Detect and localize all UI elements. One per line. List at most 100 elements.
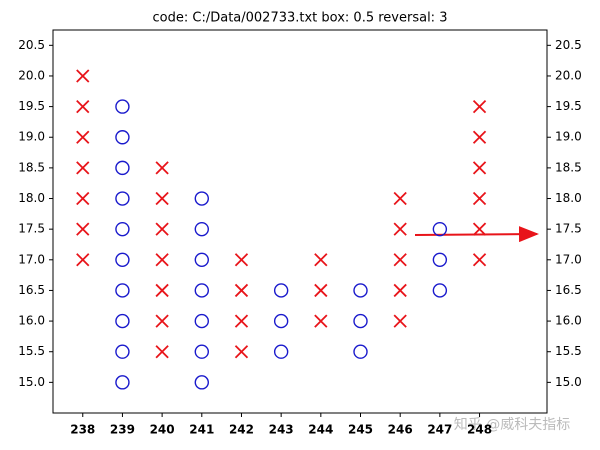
x-tick-label: 247 bbox=[427, 423, 452, 437]
x-marker bbox=[155, 345, 169, 359]
x-stroke bbox=[472, 130, 487, 144]
x-tick-label: 245 bbox=[348, 423, 373, 437]
x-stroke bbox=[155, 345, 169, 359]
x-marker bbox=[393, 283, 407, 298]
y-tick-label: 19.5 bbox=[18, 99, 45, 113]
x-marker bbox=[234, 345, 249, 359]
x-stroke bbox=[155, 283, 169, 298]
y-tick-label: 18.5 bbox=[18, 160, 45, 174]
x-marker bbox=[234, 314, 249, 328]
x-stroke bbox=[472, 99, 487, 114]
x-marker bbox=[234, 283, 249, 298]
x-marker bbox=[155, 283, 169, 298]
y-tick-label: 20.5 bbox=[18, 38, 45, 52]
x-tick-label: 242 bbox=[229, 423, 254, 437]
y-tick-label: 16.5 bbox=[18, 283, 45, 297]
x-marker bbox=[155, 191, 169, 206]
y2-tick-label: 19.0 bbox=[555, 130, 582, 144]
x-stroke bbox=[76, 161, 90, 175]
x-stroke bbox=[472, 222, 487, 236]
y2-tick-label: 20.5 bbox=[555, 38, 582, 52]
x-marker bbox=[393, 314, 407, 328]
x-marker bbox=[155, 314, 169, 328]
x-stroke bbox=[393, 222, 407, 236]
o-marker bbox=[115, 344, 130, 359]
o-marker bbox=[194, 191, 209, 206]
x-stroke bbox=[76, 69, 90, 83]
x-tick-label: 239 bbox=[110, 423, 135, 437]
o-marker bbox=[194, 313, 209, 329]
x-marker bbox=[472, 222, 487, 236]
o-marker bbox=[115, 283, 130, 298]
o-marker bbox=[273, 313, 289, 329]
o-marker bbox=[115, 160, 130, 176]
x-stroke bbox=[76, 130, 90, 144]
x-stroke bbox=[155, 314, 169, 328]
o-marker bbox=[115, 130, 130, 145]
x-stroke bbox=[155, 191, 169, 206]
y-tick-label: 16.0 bbox=[18, 314, 45, 328]
o-marker bbox=[115, 375, 130, 390]
o-marker bbox=[353, 283, 368, 298]
x-tick-label: 240 bbox=[150, 423, 175, 437]
y-tick-label: 17.5 bbox=[18, 222, 45, 236]
y-tick-label: 15.0 bbox=[18, 375, 45, 389]
y2-tick-label: 18.5 bbox=[555, 160, 582, 174]
x-stroke bbox=[76, 191, 90, 206]
o-marker bbox=[115, 221, 130, 237]
y2-tick-label: 19.5 bbox=[555, 99, 582, 113]
o-marker bbox=[194, 283, 209, 298]
x-stroke bbox=[76, 253, 90, 267]
o-marker bbox=[115, 252, 130, 267]
x-stroke bbox=[314, 253, 328, 267]
y2-tick-label: 15.5 bbox=[555, 344, 582, 358]
y2-tick-label: 15.0 bbox=[555, 375, 582, 389]
x-marker bbox=[76, 191, 90, 206]
o-marker bbox=[432, 221, 448, 237]
x-marker bbox=[76, 253, 90, 267]
x-marker bbox=[314, 253, 328, 267]
x-marker bbox=[76, 130, 90, 144]
y-tick-label: 19.0 bbox=[18, 130, 45, 144]
y-tick-label: 17.0 bbox=[18, 252, 45, 266]
arrow-annotation bbox=[414, 226, 539, 243]
o-marker bbox=[194, 252, 209, 267]
o-marker bbox=[353, 313, 368, 329]
x-stroke bbox=[76, 222, 90, 236]
o-marker bbox=[115, 99, 130, 114]
x-stroke bbox=[472, 161, 487, 175]
x-marker bbox=[472, 161, 487, 175]
x-tick-label: 238 bbox=[70, 423, 95, 437]
x-stroke bbox=[155, 161, 169, 175]
x-stroke bbox=[234, 345, 249, 359]
x-marker bbox=[472, 130, 487, 144]
o-marker bbox=[194, 375, 209, 390]
o-marker bbox=[273, 344, 289, 359]
x-marker bbox=[393, 222, 407, 236]
x-marker bbox=[234, 253, 249, 267]
y2-tick-label: 17.5 bbox=[555, 222, 582, 236]
x-tick-label: 241 bbox=[189, 423, 214, 437]
x-stroke bbox=[393, 314, 407, 328]
o-marker bbox=[115, 191, 130, 206]
x-stroke bbox=[234, 253, 249, 267]
x-marker bbox=[314, 314, 328, 328]
x-marker bbox=[393, 191, 407, 206]
x-stroke bbox=[393, 191, 407, 206]
y2-tick-label: 18.0 bbox=[555, 191, 582, 205]
x-marker bbox=[472, 191, 487, 206]
o-marker bbox=[194, 221, 209, 237]
x-stroke bbox=[472, 191, 487, 206]
x-stroke bbox=[76, 99, 90, 114]
o-marker bbox=[353, 344, 368, 359]
plot-frame bbox=[52, 29, 548, 414]
x-marker bbox=[393, 253, 407, 267]
x-stroke bbox=[393, 253, 407, 267]
x-stroke bbox=[155, 222, 169, 236]
x-stroke bbox=[314, 283, 328, 298]
watermark: 知乎 @威科夫指标 bbox=[454, 416, 570, 433]
x-marker bbox=[76, 99, 90, 114]
x-tick-label: 243 bbox=[269, 423, 294, 437]
o-marker bbox=[115, 313, 130, 329]
